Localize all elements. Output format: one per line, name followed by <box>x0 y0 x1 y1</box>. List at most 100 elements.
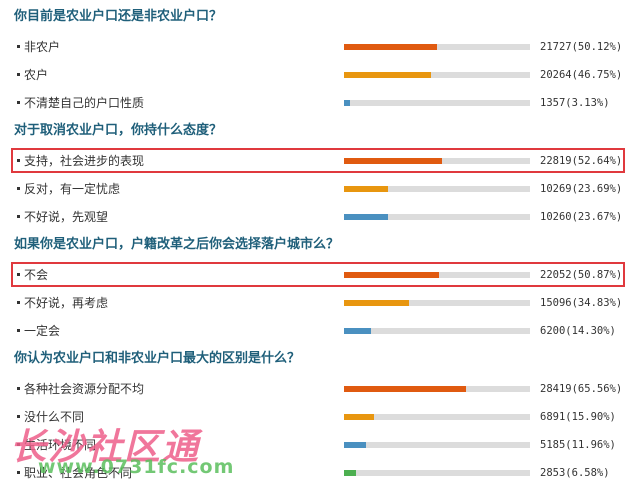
vote-percent: (23.69%) <box>571 183 623 195</box>
result-bar-fill <box>344 214 388 220</box>
question-title: 对于取消农业户口，你持什么态度？ <box>14 123 223 138</box>
result-bar-track <box>344 328 530 334</box>
bullet-icon <box>17 159 20 162</box>
option-stat: 28419(65.56%) <box>540 381 622 397</box>
result-bar-fill <box>344 442 366 448</box>
option-row: 农户 20264(46.75%) <box>0 64 638 86</box>
option-row: 不好说，先观望 10260(23.67%) <box>0 206 638 228</box>
vote-count: 10260 <box>540 211 572 223</box>
vote-count: 22819 <box>540 155 572 167</box>
option-label: 支持，社会进步的表现 <box>24 154 145 168</box>
vote-count: 10269 <box>540 183 572 195</box>
option-row: 支持，社会进步的表现 22819(52.64%) <box>0 150 638 172</box>
result-bar-track <box>344 72 530 78</box>
highlight-box <box>11 262 625 287</box>
result-bar-track <box>344 442 530 448</box>
option-row: 不会 22052(50.87%) <box>0 264 638 286</box>
option-row: 职业、社会角色不同 2853(6.58%) <box>0 462 638 484</box>
option-label: 不会 <box>24 268 49 282</box>
bullet-icon <box>17 329 20 332</box>
option-stat: 6891(15.90%) <box>540 409 616 425</box>
vote-count: 15096 <box>540 297 572 309</box>
option-row: 反对，有一定忧虑 10269(23.69%) <box>0 178 638 200</box>
watermark-url: www.0731fc.com <box>38 456 235 478</box>
option-row: 各种社会资源分配不均 28419(65.56%) <box>0 378 638 400</box>
option-stat: 15096(34.83%) <box>540 295 622 311</box>
option-label: 不好说，先观望 <box>24 210 109 224</box>
result-bar-fill <box>344 300 409 306</box>
option-stat: 2853(6.58%) <box>540 465 610 481</box>
vote-count: 20264 <box>540 69 572 81</box>
option-stat: 6200(14.30%) <box>540 323 616 339</box>
option-row: 非农户 21727(50.12%) <box>0 36 638 58</box>
bullet-icon <box>17 45 20 48</box>
option-label: 反对，有一定忧虑 <box>24 182 121 196</box>
result-bar-track <box>344 414 530 420</box>
question-title: 你目前是农业户口还是非农业户口？ <box>14 9 223 24</box>
vote-count: 6200 <box>540 325 566 337</box>
result-bar-track <box>344 186 530 192</box>
question-title: 你认为农业户口和非农业户口最大的区别是什么？ <box>14 351 301 366</box>
result-bar-fill <box>344 158 442 164</box>
vote-count: 6891 <box>540 411 566 423</box>
option-row: 没什么不同 6891(15.90%) <box>0 406 638 428</box>
bullet-icon <box>17 73 20 76</box>
option-stat: 10269(23.69%) <box>540 181 622 197</box>
option-label: 职业、社会角色不同 <box>24 466 133 480</box>
highlight-box <box>11 148 625 173</box>
option-row: 生活环境不同 5185(11.96%) <box>0 434 638 456</box>
option-label: 农户 <box>24 68 49 82</box>
bullet-icon <box>17 187 20 190</box>
result-bar-fill <box>344 328 371 334</box>
vote-count: 5185 <box>540 439 566 451</box>
result-bar-fill <box>344 386 466 392</box>
option-label: 非农户 <box>24 40 61 54</box>
result-bar-fill <box>344 186 388 192</box>
result-bar-track <box>344 272 530 278</box>
result-bar-track <box>344 100 530 106</box>
option-row: 不好说，再考虑 15096(34.83%) <box>0 292 638 314</box>
vote-percent: (46.75%) <box>571 69 623 81</box>
result-bar-fill <box>344 100 350 106</box>
vote-percent: (52.64%) <box>571 155 623 167</box>
result-bar-track <box>344 214 530 220</box>
vote-percent: (3.13%) <box>565 97 610 109</box>
option-label: 一定会 <box>24 324 61 338</box>
option-label: 不好说，再考虑 <box>24 296 109 310</box>
option-stat: 22052(50.87%) <box>540 267 622 283</box>
bullet-icon <box>17 443 20 446</box>
question-title: 如果你是农业户口，户籍改革之后你会选择落户城市么？ <box>14 237 340 252</box>
result-bar-fill <box>344 44 437 50</box>
option-stat: 10260(23.67%) <box>540 209 622 225</box>
vote-count: 1357 <box>540 97 566 109</box>
option-row: 一定会 6200(14.30%) <box>0 320 638 342</box>
option-stat: 21727(50.12%) <box>540 39 622 55</box>
vote-percent: (23.67%) <box>571 211 623 223</box>
vote-percent: (50.87%) <box>571 269 623 281</box>
option-label: 生活环境不同 <box>24 438 97 452</box>
option-stat: 20264(46.75%) <box>540 67 622 83</box>
result-bar-track <box>344 386 530 392</box>
option-label: 不清楚自己的户口性质 <box>24 96 145 110</box>
option-label: 没什么不同 <box>24 410 85 424</box>
bullet-icon <box>17 471 20 474</box>
result-bar-fill <box>344 272 439 278</box>
vote-percent: (65.56%) <box>571 383 623 395</box>
vote-percent: (15.90%) <box>565 411 616 423</box>
option-stat: 22819(52.64%) <box>540 153 622 169</box>
vote-percent: (6.58%) <box>565 467 610 479</box>
vote-percent: (14.30%) <box>565 325 616 337</box>
result-bar-track <box>344 44 530 50</box>
bullet-icon <box>17 387 20 390</box>
bullet-icon <box>17 101 20 104</box>
vote-percent: (50.12%) <box>571 41 623 53</box>
watermark-title: 长沙社区通 <box>10 426 201 468</box>
bullet-icon <box>17 301 20 304</box>
option-stat: 5185(11.96%) <box>540 437 616 453</box>
vote-count: 2853 <box>540 467 566 479</box>
vote-count: 28419 <box>540 383 572 395</box>
bullet-icon <box>17 415 20 418</box>
result-bar-fill <box>344 72 431 78</box>
vote-count: 22052 <box>540 269 572 281</box>
watermark-logo: 长沙社区通 www.0731fc.com <box>8 418 233 488</box>
